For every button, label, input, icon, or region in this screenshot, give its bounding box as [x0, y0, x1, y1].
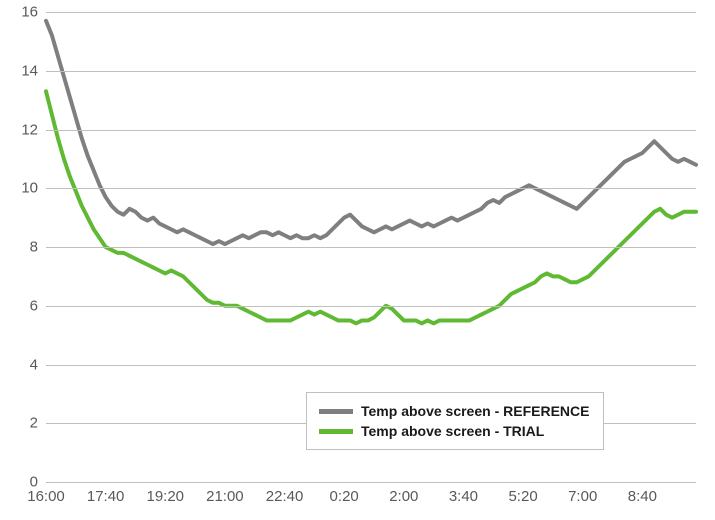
gridline	[46, 365, 696, 366]
legend-swatch-trial	[319, 429, 353, 434]
series-line-trial	[46, 91, 696, 323]
x-tick-label: 3:40	[449, 482, 478, 505]
x-tick-label: 21:00	[206, 482, 244, 505]
temperature-line-chart: 024681012141616:0017:4019:2021:0022:400:…	[0, 0, 715, 520]
y-tick-label: 2	[30, 415, 46, 432]
x-tick-label: 19:20	[146, 482, 184, 505]
x-tick-label: 16:00	[27, 482, 65, 505]
gridline	[46, 306, 696, 307]
legend: Temp above screen - REFERENCE Temp above…	[306, 392, 604, 450]
x-tick-label: 8:40	[628, 482, 657, 505]
legend-item-reference: Temp above screen - REFERENCE	[319, 401, 589, 421]
y-tick-label: 4	[30, 356, 46, 373]
series-line-reference	[46, 21, 696, 244]
y-tick-label: 16	[21, 4, 46, 21]
gridline	[46, 12, 696, 13]
x-tick-label: 17:40	[87, 482, 125, 505]
x-tick-label: 2:00	[389, 482, 418, 505]
gridline	[46, 247, 696, 248]
x-tick-label: 22:40	[266, 482, 304, 505]
y-tick-label: 12	[21, 121, 46, 138]
gridline	[46, 130, 696, 131]
gridline	[46, 71, 696, 72]
y-tick-label: 14	[21, 62, 46, 79]
y-tick-label: 10	[21, 180, 46, 197]
x-tick-label: 0:20	[330, 482, 359, 505]
x-tick-label: 7:00	[568, 482, 597, 505]
legend-label-reference: Temp above screen - REFERENCE	[361, 403, 589, 419]
x-axis-line	[46, 482, 696, 483]
y-tick-label: 6	[30, 297, 46, 314]
legend-swatch-reference	[319, 409, 353, 414]
legend-label-trial: Temp above screen - TRIAL	[361, 423, 544, 439]
legend-item-trial: Temp above screen - TRIAL	[319, 421, 589, 441]
x-tick-label: 5:20	[508, 482, 537, 505]
gridline	[46, 188, 696, 189]
y-tick-label: 8	[30, 239, 46, 256]
